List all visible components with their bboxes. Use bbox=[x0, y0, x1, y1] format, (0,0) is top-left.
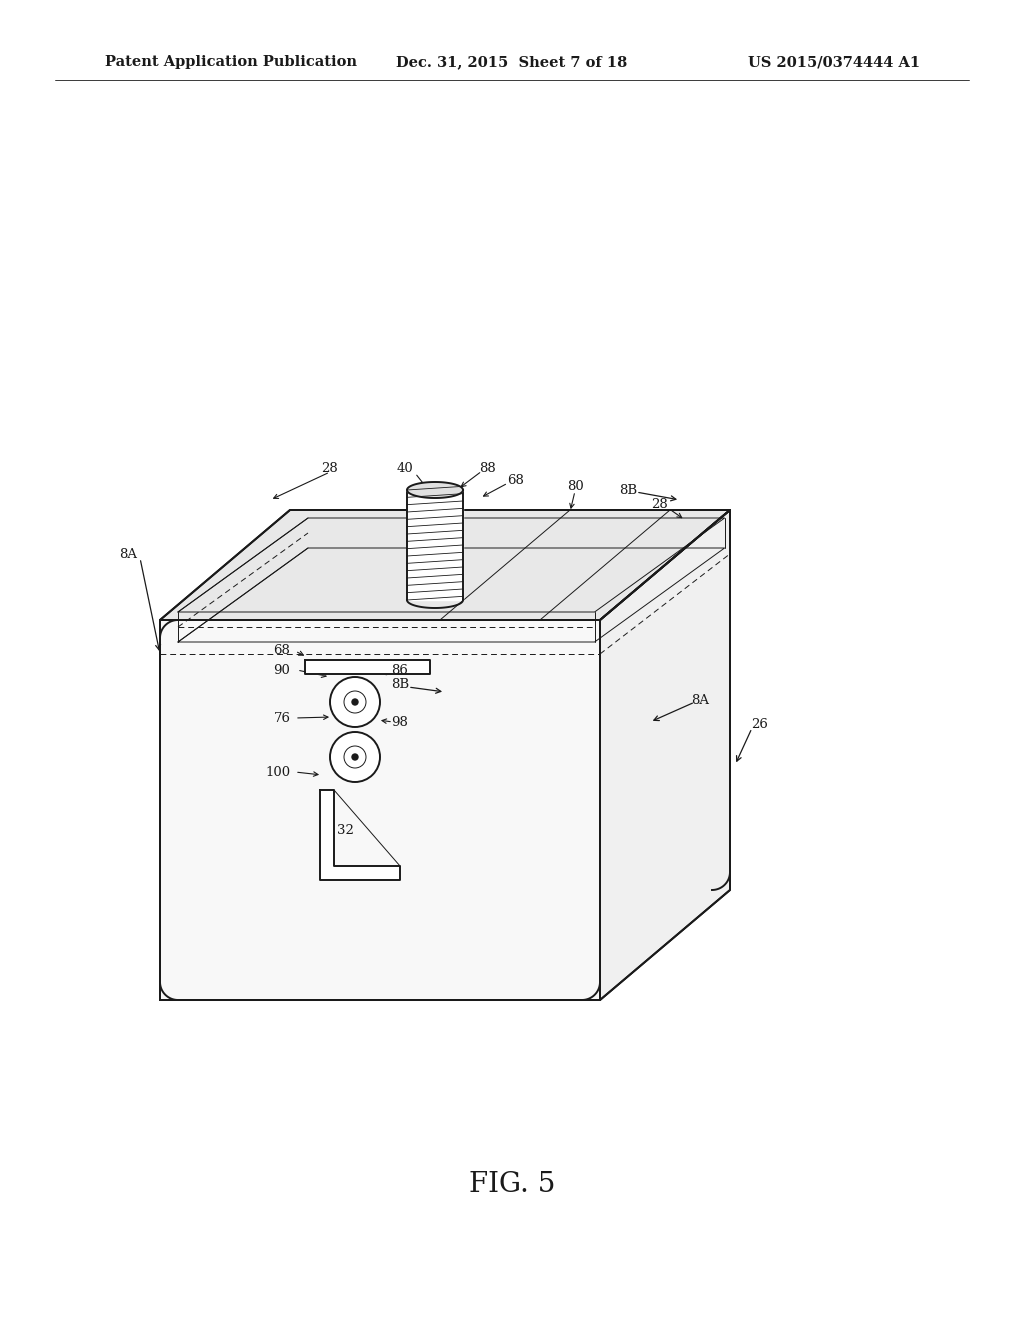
Polygon shape bbox=[160, 510, 730, 620]
Text: 88: 88 bbox=[479, 462, 497, 474]
Text: 40: 40 bbox=[396, 462, 414, 474]
Text: 32: 32 bbox=[337, 824, 353, 837]
Polygon shape bbox=[319, 789, 400, 880]
Text: 8A: 8A bbox=[691, 693, 709, 706]
Polygon shape bbox=[160, 620, 600, 1001]
Text: Patent Application Publication: Patent Application Publication bbox=[105, 55, 357, 69]
Circle shape bbox=[352, 700, 358, 705]
Text: 26: 26 bbox=[752, 718, 768, 731]
Text: 8A: 8A bbox=[119, 549, 137, 561]
Text: 76: 76 bbox=[273, 711, 291, 725]
Text: 80: 80 bbox=[566, 480, 584, 494]
Text: 28: 28 bbox=[651, 498, 669, 511]
Circle shape bbox=[352, 754, 358, 760]
Text: 90: 90 bbox=[273, 664, 291, 676]
Polygon shape bbox=[407, 482, 463, 498]
Text: 8B: 8B bbox=[391, 678, 409, 692]
Circle shape bbox=[344, 690, 366, 713]
Polygon shape bbox=[600, 510, 730, 1001]
Text: 68: 68 bbox=[273, 644, 291, 657]
Text: 86: 86 bbox=[391, 664, 409, 676]
Text: Dec. 31, 2015  Sheet 7 of 18: Dec. 31, 2015 Sheet 7 of 18 bbox=[396, 55, 628, 69]
Text: US 2015/0374444 A1: US 2015/0374444 A1 bbox=[748, 55, 920, 69]
Circle shape bbox=[344, 746, 366, 768]
Circle shape bbox=[330, 733, 380, 781]
Text: 8B: 8B bbox=[618, 483, 637, 496]
Text: FIG. 5: FIG. 5 bbox=[469, 1172, 555, 1199]
Text: 100: 100 bbox=[265, 766, 291, 779]
Text: 68: 68 bbox=[508, 474, 524, 487]
Polygon shape bbox=[407, 490, 463, 601]
Polygon shape bbox=[305, 660, 430, 675]
Text: 98: 98 bbox=[391, 715, 409, 729]
Circle shape bbox=[330, 677, 380, 727]
Text: 28: 28 bbox=[322, 462, 338, 474]
